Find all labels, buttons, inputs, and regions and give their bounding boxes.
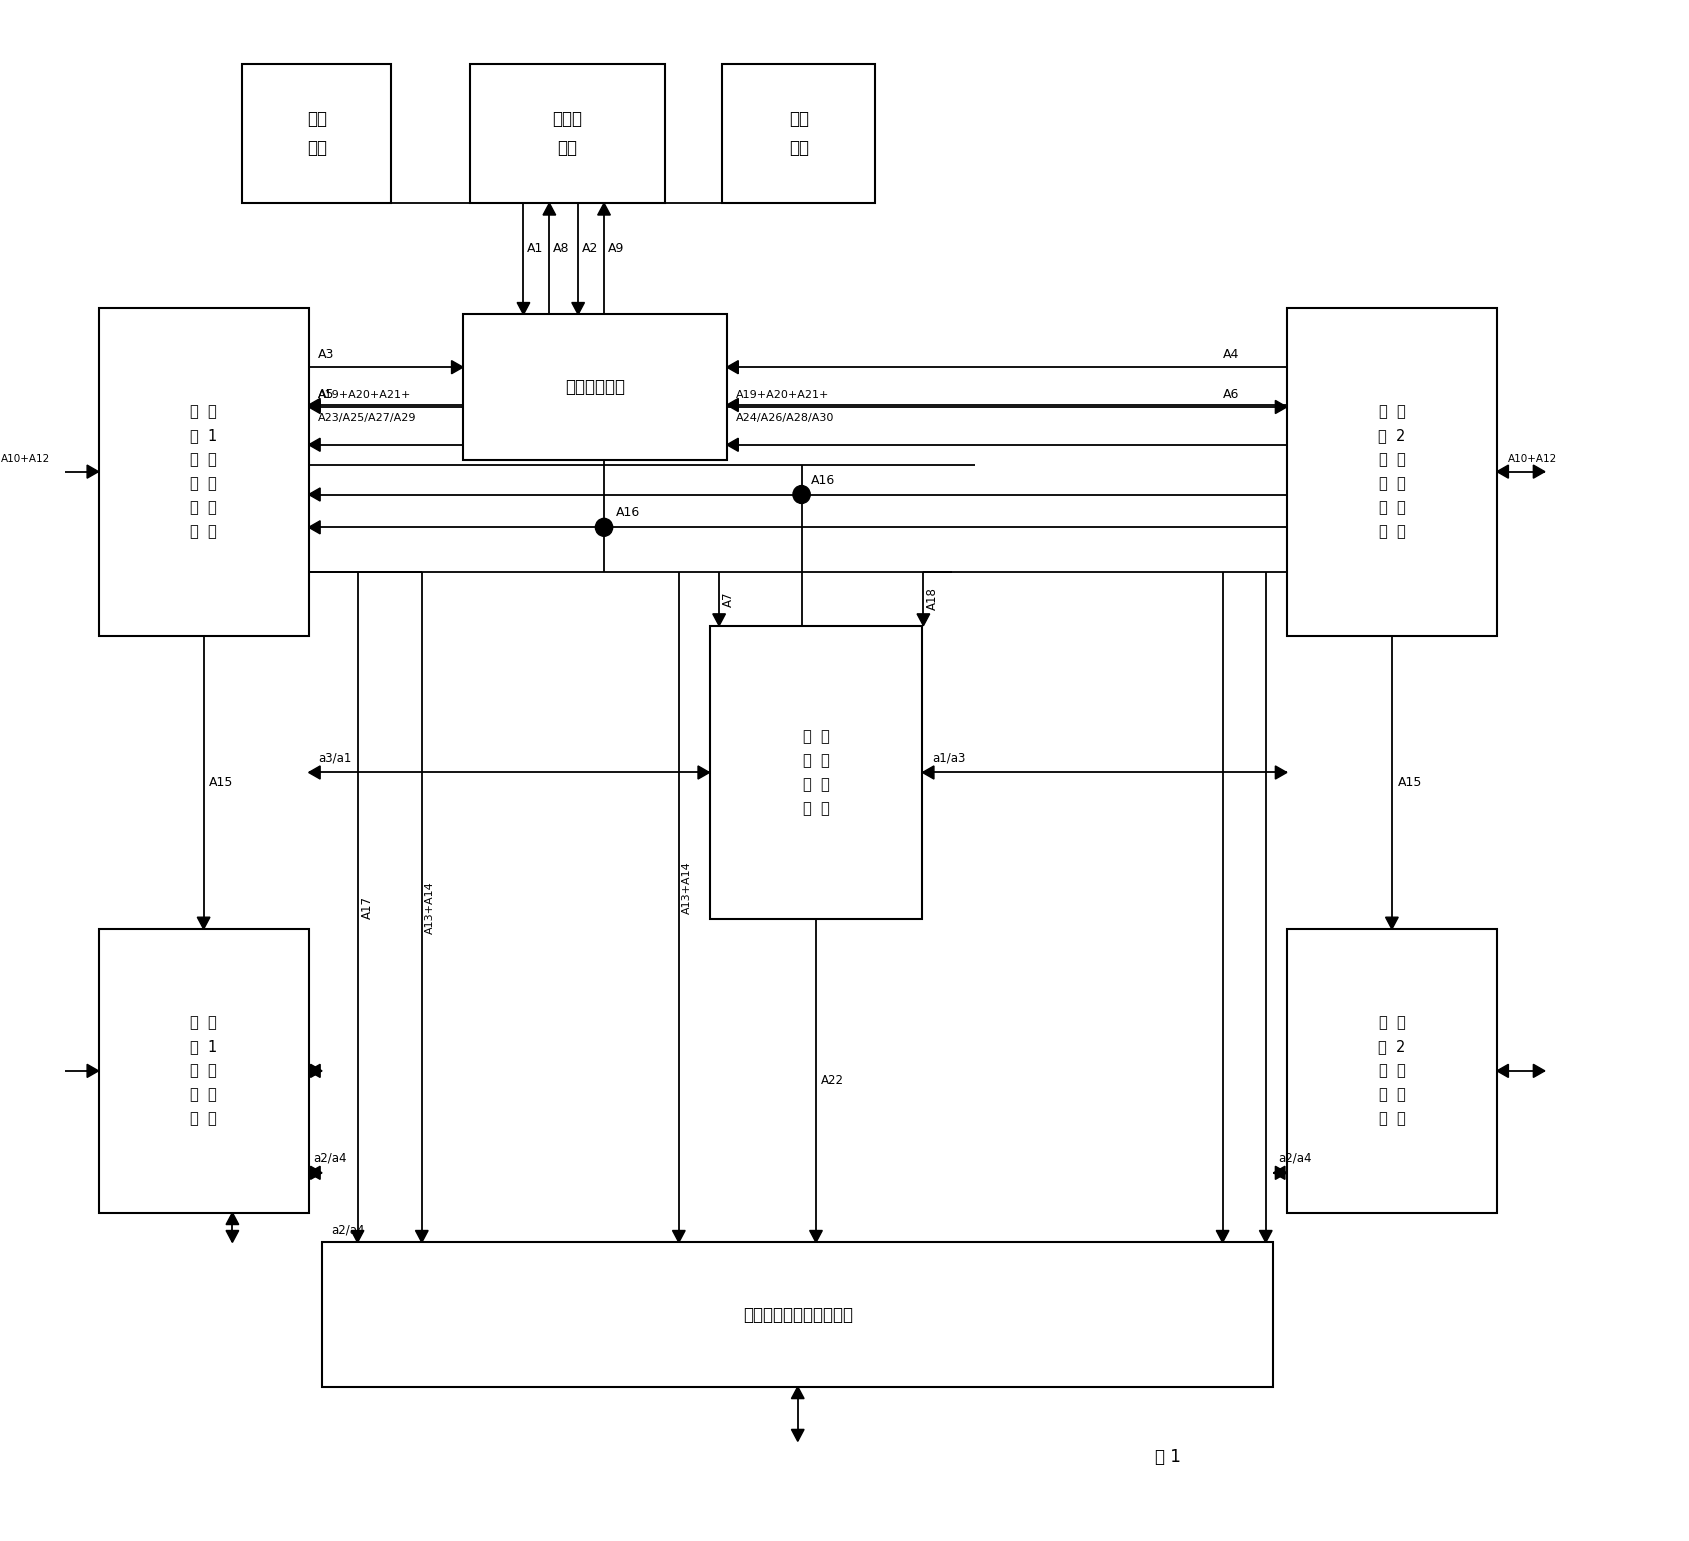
Text: A17: A17 bbox=[360, 895, 373, 918]
Text: 处  理
器  2
数  据
缓  存
模  块: 处 理 器 2 数 据 缓 存 模 块 bbox=[1378, 1016, 1405, 1126]
Polygon shape bbox=[922, 766, 934, 780]
Polygon shape bbox=[1532, 465, 1544, 478]
Text: A13+A14: A13+A14 bbox=[681, 861, 691, 914]
Polygon shape bbox=[672, 1231, 684, 1242]
Text: A1: A1 bbox=[527, 242, 544, 256]
Polygon shape bbox=[88, 1065, 98, 1077]
Polygon shape bbox=[309, 766, 319, 780]
Polygon shape bbox=[726, 361, 738, 374]
Text: a1/a3: a1/a3 bbox=[931, 752, 964, 764]
Polygon shape bbox=[917, 613, 929, 626]
Polygon shape bbox=[1275, 401, 1285, 413]
Text: 初始化
模块: 初始化 模块 bbox=[552, 111, 583, 157]
Polygon shape bbox=[1496, 1065, 1508, 1077]
Text: A2: A2 bbox=[581, 242, 598, 256]
Text: 动态存储器接口控制模块: 动态存储器接口控制模块 bbox=[741, 1305, 853, 1324]
Circle shape bbox=[792, 485, 809, 504]
Polygon shape bbox=[451, 361, 463, 374]
Bar bbox=[1285, 929, 1496, 1213]
Bar bbox=[98, 308, 309, 636]
Text: A7: A7 bbox=[721, 592, 735, 607]
Bar bbox=[463, 314, 726, 459]
Bar bbox=[1285, 308, 1496, 636]
Text: 处  理
器  2
时  序
命  令
接  口
模  块: 处 理 器 2 时 序 命 令 接 口 模 块 bbox=[1378, 404, 1405, 539]
Bar bbox=[323, 1242, 1274, 1387]
Polygon shape bbox=[809, 1231, 823, 1242]
Text: a2/a4: a2/a4 bbox=[312, 1151, 346, 1165]
Polygon shape bbox=[790, 1430, 804, 1441]
Text: A22: A22 bbox=[821, 1074, 843, 1088]
Text: A23/A25/A27/A29: A23/A25/A27/A29 bbox=[318, 413, 417, 422]
Polygon shape bbox=[726, 438, 738, 452]
Text: 刷新
模块: 刷新 模块 bbox=[789, 111, 809, 157]
Polygon shape bbox=[713, 613, 725, 626]
Polygon shape bbox=[1532, 1065, 1544, 1077]
Text: A3: A3 bbox=[318, 348, 334, 361]
Text: A6: A6 bbox=[1221, 388, 1238, 401]
Text: A15: A15 bbox=[1397, 777, 1420, 789]
Polygon shape bbox=[311, 1167, 323, 1179]
Text: 图 1: 图 1 bbox=[1154, 1449, 1181, 1467]
Polygon shape bbox=[51, 1065, 62, 1077]
Circle shape bbox=[595, 518, 613, 536]
Polygon shape bbox=[88, 465, 98, 478]
Polygon shape bbox=[198, 917, 209, 929]
Text: A4: A4 bbox=[1221, 348, 1238, 361]
Polygon shape bbox=[1275, 1167, 1285, 1179]
Polygon shape bbox=[726, 399, 738, 411]
Text: A16: A16 bbox=[615, 507, 640, 519]
Polygon shape bbox=[309, 521, 319, 533]
Text: a3/a1: a3/a1 bbox=[318, 752, 351, 764]
Polygon shape bbox=[1275, 766, 1285, 780]
Polygon shape bbox=[1216, 1231, 1228, 1242]
Polygon shape bbox=[309, 488, 319, 501]
Polygon shape bbox=[1258, 1231, 1272, 1242]
Text: 处  理
器  1
时  序
命  令
接  口
模  块: 处 理 器 1 时 序 命 令 接 口 模 块 bbox=[189, 404, 218, 539]
Text: A8: A8 bbox=[552, 242, 569, 256]
Bar bbox=[721, 63, 875, 203]
Polygon shape bbox=[309, 1065, 319, 1077]
Polygon shape bbox=[698, 766, 709, 780]
Polygon shape bbox=[51, 465, 62, 478]
Polygon shape bbox=[415, 1231, 427, 1242]
Polygon shape bbox=[309, 1167, 319, 1179]
Text: a2/a4: a2/a4 bbox=[331, 1224, 365, 1236]
Text: 处  理
器  1
数  据
缓  存
模  块: 处 理 器 1 数 据 缓 存 模 块 bbox=[189, 1016, 218, 1126]
Polygon shape bbox=[1385, 917, 1397, 929]
Polygon shape bbox=[226, 1213, 238, 1225]
Polygon shape bbox=[309, 399, 319, 411]
Text: A10+A12: A10+A12 bbox=[1508, 453, 1557, 464]
Text: a2/a4: a2/a4 bbox=[1277, 1151, 1311, 1165]
Bar bbox=[98, 929, 309, 1213]
Polygon shape bbox=[1496, 465, 1508, 478]
Polygon shape bbox=[571, 302, 584, 314]
Text: A18: A18 bbox=[926, 587, 939, 610]
Polygon shape bbox=[598, 203, 610, 216]
Text: A9: A9 bbox=[608, 242, 623, 256]
Polygon shape bbox=[226, 1231, 238, 1242]
Bar bbox=[470, 63, 665, 203]
Text: A19+A20+A21+: A19+A20+A21+ bbox=[318, 390, 412, 401]
Text: 快  速
数  据
通  道
模  块: 快 速 数 据 通 道 模 块 bbox=[802, 729, 829, 817]
Text: A24/A26/A28/A30: A24/A26/A28/A30 bbox=[736, 413, 834, 422]
Text: A16: A16 bbox=[811, 473, 834, 487]
Polygon shape bbox=[351, 1231, 363, 1242]
Text: A10+A12: A10+A12 bbox=[2, 453, 51, 464]
Polygon shape bbox=[309, 438, 319, 452]
Polygon shape bbox=[542, 203, 556, 216]
Bar bbox=[709, 626, 922, 918]
Text: 时馇
模块: 时馇 模块 bbox=[307, 111, 326, 157]
Polygon shape bbox=[309, 401, 319, 413]
Polygon shape bbox=[790, 1387, 804, 1399]
Polygon shape bbox=[1274, 1167, 1284, 1179]
Polygon shape bbox=[311, 1065, 323, 1077]
Text: A15: A15 bbox=[209, 777, 233, 789]
Bar bbox=[242, 63, 390, 203]
Text: A13+A14: A13+A14 bbox=[424, 881, 434, 934]
Text: 逻辑仲裁模块: 逻辑仲裁模块 bbox=[564, 378, 625, 396]
Polygon shape bbox=[517, 302, 529, 314]
Text: A5: A5 bbox=[318, 388, 334, 401]
Text: A19+A20+A21+: A19+A20+A21+ bbox=[736, 390, 829, 401]
